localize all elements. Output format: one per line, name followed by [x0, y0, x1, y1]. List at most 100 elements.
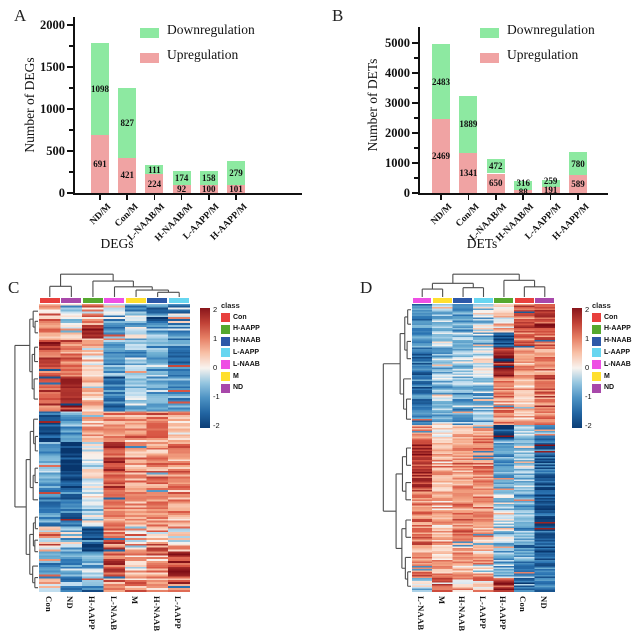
value-label-down: 111 — [148, 164, 161, 175]
colorbar-tick-label: -2 — [213, 421, 220, 430]
heatmap-column-label: ND — [538, 596, 549, 609]
y-tick-label: 500 — [46, 144, 65, 158]
bar-segment-upregulation — [541, 187, 560, 193]
legend-swatch-upregulation — [480, 53, 499, 63]
bar-segment-upregulation — [459, 152, 478, 193]
x-tick — [440, 195, 442, 200]
panel-label-c: C — [8, 278, 20, 297]
heatmap-column-label: Con — [43, 596, 54, 613]
value-label-down: 2483 — [432, 76, 450, 87]
value-label-down: 158 — [202, 172, 216, 183]
y-major-tick — [412, 132, 418, 134]
colorbar-tick-label: 1 — [585, 334, 590, 343]
x-axis-line — [73, 193, 302, 195]
heatmap-column-label: Con — [518, 596, 529, 613]
column-class-annotation — [168, 298, 189, 303]
value-label-down: 1889 — [459, 119, 478, 130]
class-legend-label-h-naab: H-NAAB — [604, 337, 632, 345]
bar-segment-downregulation — [541, 179, 560, 188]
y-tick-label: 2000 — [40, 18, 65, 32]
x-tick — [467, 195, 470, 200]
x-tick — [208, 195, 210, 200]
y-tick-label: 3000 — [385, 96, 410, 110]
x-tick — [549, 195, 552, 200]
row-dendrogram — [14, 310, 38, 589]
legend-label-upregulation: Upregulation — [167, 47, 239, 62]
column-dendrogram — [421, 273, 546, 297]
bar-segment-upregulation — [486, 173, 505, 193]
y-major-tick — [412, 72, 418, 74]
column-class-annotation — [412, 298, 432, 303]
class-legend-swatch-nd — [592, 383, 601, 393]
class-legend-swatch-m — [221, 372, 230, 381]
class-legend-swatch-m — [592, 372, 601, 381]
x-tick — [522, 195, 524, 200]
y-minor-tick — [414, 87, 418, 89]
column-class-annotation — [514, 298, 534, 303]
x-tick — [235, 195, 237, 200]
legend-label-upregulation: Upregulation — [507, 47, 579, 62]
bar-segment-downregulation — [172, 170, 191, 186]
colorbar-tick-label: 2 — [213, 305, 218, 314]
y-tick-label: 1000 — [40, 102, 65, 116]
y-major-tick — [412, 162, 418, 164]
bar-segment-upregulation — [172, 185, 191, 193]
y-minor-tick — [69, 87, 73, 89]
class-legend-title: class — [221, 301, 240, 310]
y-major-tick — [67, 24, 73, 26]
class-legend-label-m: M — [233, 372, 239, 380]
y-minor-tick — [414, 57, 418, 59]
y-minor-tick — [414, 177, 418, 179]
value-label-up: 101 — [229, 183, 243, 194]
y-minor-tick — [414, 147, 418, 149]
heatmap-column-label: L-NAAB — [416, 596, 427, 631]
y-tick-label: 5000 — [385, 36, 410, 50]
class-legend-label-l-aapp: L-AAPP — [233, 348, 260, 356]
bar-segment-downregulation — [91, 42, 109, 135]
column-class-annotation — [39, 298, 60, 303]
colorbar-tick-label: -1 — [213, 392, 220, 401]
y-tick-label: 0 — [58, 186, 65, 200]
column-class-annotation — [432, 298, 452, 303]
column-class-annotation — [82, 298, 103, 303]
colorbar-tick-label: -1 — [585, 392, 592, 401]
x-tick — [180, 195, 183, 200]
column-class-annotation — [104, 298, 125, 303]
bar-segment-upregulation — [145, 174, 164, 193]
y-tick-label: 0 — [403, 186, 410, 200]
value-label-up: 224 — [147, 178, 162, 189]
y-axis-line — [418, 27, 420, 195]
class-legend-label-nd: ND — [233, 384, 244, 392]
value-label-up: 1341 — [459, 167, 478, 178]
value-label-down: 279 — [229, 167, 243, 178]
class-legend-swatch-l-aapp — [592, 348, 601, 358]
class-legend-label-h-aapp: H-AAPP — [233, 325, 260, 333]
bar-segment-downregulation — [145, 164, 164, 175]
y-tick-label: 2000 — [385, 126, 410, 140]
x-tick — [99, 195, 101, 200]
panel-label-a: A — [14, 6, 27, 25]
column-class-annotation — [147, 298, 168, 303]
column-class-annotation — [535, 298, 554, 303]
colorbar-tick-label: 0 — [213, 363, 218, 372]
bar-segment-downregulation — [486, 159, 505, 174]
bar-segment-upregulation — [514, 190, 533, 193]
column-class-annotation — [494, 298, 514, 303]
class-legend-label-h-naab: H-NAAB — [233, 337, 261, 345]
y-minor-tick — [69, 45, 73, 47]
y-major-tick — [412, 42, 418, 44]
value-label-down: 316 — [516, 177, 530, 188]
bar-segment-downregulation — [118, 88, 137, 158]
legend-swatch-upregulation — [140, 53, 159, 63]
y-tick-label: 1000 — [385, 156, 410, 170]
colorbar-tick-label: 0 — [585, 363, 590, 372]
value-label-down: 1098 — [91, 83, 109, 94]
colorbar-tick-label: 2 — [585, 305, 590, 314]
legend-swatch-downregulation — [140, 28, 159, 38]
bar-segment-downregulation — [569, 151, 587, 176]
class-legend-swatch-h-aapp — [221, 324, 230, 334]
bar-segment-upregulation — [91, 134, 109, 193]
x-tick — [495, 195, 497, 200]
heatmap-column-label: H-NAAB — [151, 596, 162, 632]
